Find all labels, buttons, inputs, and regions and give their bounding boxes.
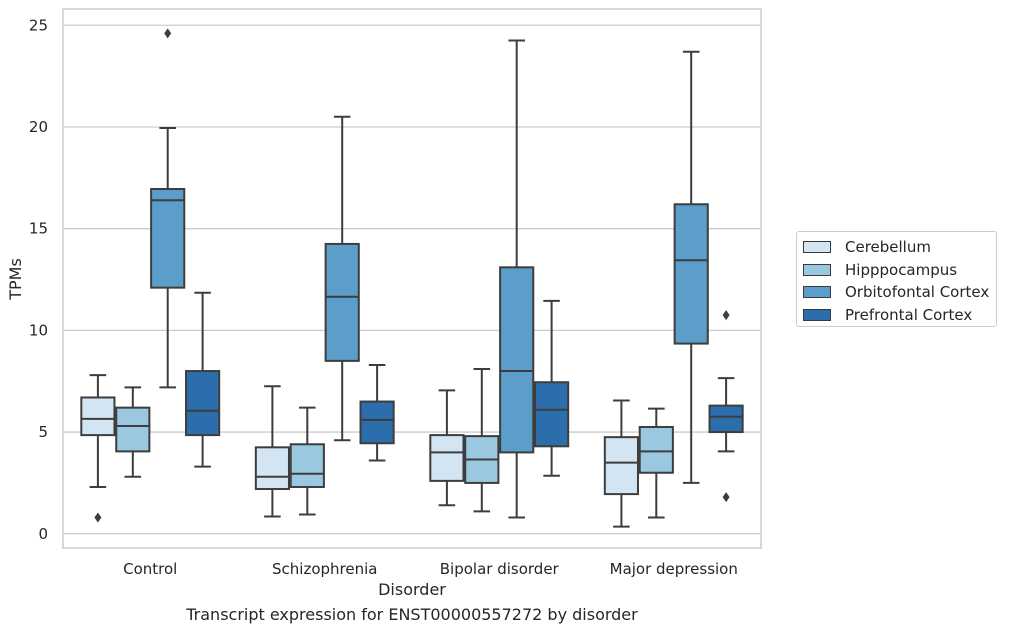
box-plot	[115, 386, 151, 478]
box	[673, 203, 709, 345]
legend-item-hippocampus: Hipppocampus	[803, 259, 996, 282]
box	[289, 443, 325, 488]
box-plot	[603, 399, 639, 528]
legend-item-prefrontal-cortex: Prefrontal Cortex	[803, 304, 996, 327]
box	[603, 436, 639, 496]
outlier-point	[94, 512, 102, 523]
box	[359, 400, 395, 445]
box-plot	[359, 363, 395, 462]
y-axis-label: TPMs	[6, 258, 25, 301]
box	[150, 188, 186, 289]
legend-item-cerebellum: Cerebellum	[803, 236, 996, 259]
box	[80, 396, 116, 437]
legend-label: Hipppocampus	[845, 260, 958, 279]
box	[638, 425, 674, 474]
box	[708, 404, 744, 434]
box-plot	[638, 407, 674, 519]
box-plots	[80, 28, 744, 528]
box-plot	[324, 115, 360, 442]
outlier-point	[722, 492, 730, 503]
box-plot	[185, 291, 221, 468]
y-tick-labels: 0 5 10 15 20 25	[29, 16, 48, 542]
y-tick-label: 0	[38, 525, 48, 543]
box-plot	[673, 50, 709, 484]
box	[499, 266, 535, 454]
box-plot	[499, 39, 535, 519]
box-plot	[429, 389, 465, 507]
x-tick-label: Control	[123, 560, 177, 578]
box	[534, 381, 570, 448]
box-plot	[254, 385, 290, 518]
x-tick-labels: Control Schizophrenia Bipolar disorder Majo…	[123, 560, 738, 578]
x-tick-label: Schizophrenia	[272, 560, 377, 578]
y-tick-label: 25	[29, 16, 48, 34]
box	[429, 434, 465, 482]
legend-swatch-orbitofontal-cortex	[803, 286, 831, 299]
box-plot	[464, 368, 500, 513]
outlier-point	[722, 310, 730, 321]
box-plot	[80, 374, 116, 523]
x-axis-label: Disorder	[378, 580, 446, 599]
y-tick-label: 5	[38, 423, 48, 441]
y-tick-label: 15	[29, 220, 48, 238]
legend-swatch-cerebellum	[803, 241, 831, 254]
legend-label: Orbitofontal Cortex	[845, 283, 990, 302]
box-plot	[534, 299, 570, 477]
y-tick-label: 20	[29, 118, 48, 136]
y-tick-label: 10	[29, 321, 48, 339]
box-plot	[150, 28, 186, 389]
box-plot	[289, 406, 325, 516]
figure-caption: Transcript expression for ENST0000055727…	[186, 605, 638, 624]
legend-item-orbitofontal-cortex: Orbitofontal Cortex	[803, 281, 996, 304]
outlier-point	[164, 28, 172, 39]
legend: Cerebellum Hipppocampus Orbitofontal Cor…	[796, 231, 997, 327]
box	[115, 406, 151, 453]
legend-label: Cerebellum	[845, 238, 931, 257]
box-plot	[708, 310, 744, 503]
legend-swatch-prefrontal-cortex	[803, 308, 831, 321]
box	[324, 242, 360, 362]
box	[254, 446, 290, 491]
box	[185, 370, 221, 437]
legend-swatch-hippocampus	[803, 263, 831, 276]
legend-label: Prefrontal Cortex	[845, 305, 973, 324]
x-tick-label: Bipolar disorder	[440, 560, 560, 578]
x-tick-label: Major depression	[610, 560, 738, 578]
